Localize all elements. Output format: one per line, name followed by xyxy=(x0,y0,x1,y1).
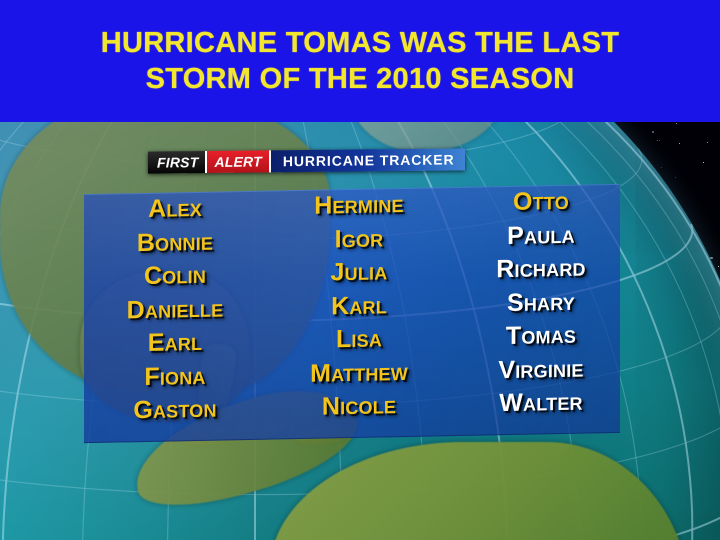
storm-name: Alex xyxy=(148,193,202,223)
storm-name: Gaston xyxy=(133,394,217,425)
storm-name: Nicole xyxy=(321,391,397,421)
star xyxy=(652,131,654,133)
star xyxy=(707,141,709,143)
star xyxy=(675,122,677,124)
title-banner: HURRICANE TOMAS WAS THE LAST STORM OF TH… xyxy=(0,0,720,122)
storm-name: Walter xyxy=(499,387,583,418)
storm-name: Matthew xyxy=(310,357,408,388)
star xyxy=(710,256,713,260)
storm-name: Otto xyxy=(513,186,569,216)
storm-name: Paula xyxy=(507,220,575,250)
storm-name: Hermine xyxy=(314,190,404,220)
title-text: HURRICANE TOMAS WAS THE LAST STORM OF TH… xyxy=(89,25,632,98)
star xyxy=(659,140,661,142)
name-column-1: Alex Bonnie Colin Danielle Earl Fiona Gaston xyxy=(90,191,260,429)
star xyxy=(703,161,705,163)
storm-name: Richard xyxy=(496,253,586,284)
title-line-2: STORM OF THE 2010 SEASON xyxy=(145,63,575,95)
star xyxy=(674,176,676,178)
name-column-3: Otto Paula Richard Shary Tomas Virginie Walter xyxy=(456,184,626,422)
storm-name: Virginie xyxy=(498,354,584,384)
storm-name-list: Alex Bonnie Colin Danielle Earl Fiona Gaston H… xyxy=(84,184,620,441)
logo-hurricane-tracker-text: HURRICANE TRACKER xyxy=(270,148,465,173)
storm-name: Igor xyxy=(334,223,384,253)
storm-name: Karl xyxy=(331,290,387,320)
title-line-1: HURRICANE TOMAS WAS THE LAST xyxy=(100,26,620,59)
storm-name: Lisa xyxy=(335,324,383,354)
storm-name: Julia xyxy=(330,257,388,287)
storm-name: Earl xyxy=(147,327,203,357)
storm-name: Danielle xyxy=(126,293,224,324)
star xyxy=(661,167,662,169)
logo-alert-text: ALERT xyxy=(205,150,271,174)
storm-name: Colin xyxy=(143,260,207,290)
logo-first-text: FIRST xyxy=(148,151,206,174)
first-alert-logo-bar: FIRST ALERT HURRICANE TRACKER xyxy=(148,148,465,174)
storm-name: Fiona xyxy=(144,361,206,391)
name-column-2: Hermine Igor Julia Karl Lisa Matthew Nicole xyxy=(274,187,444,425)
star xyxy=(656,139,658,141)
storm-name: Tomas xyxy=(505,320,577,351)
storm-name: Shary xyxy=(506,287,575,317)
storm-name: Bonnie xyxy=(136,227,214,257)
star xyxy=(717,266,719,268)
star xyxy=(678,143,680,145)
